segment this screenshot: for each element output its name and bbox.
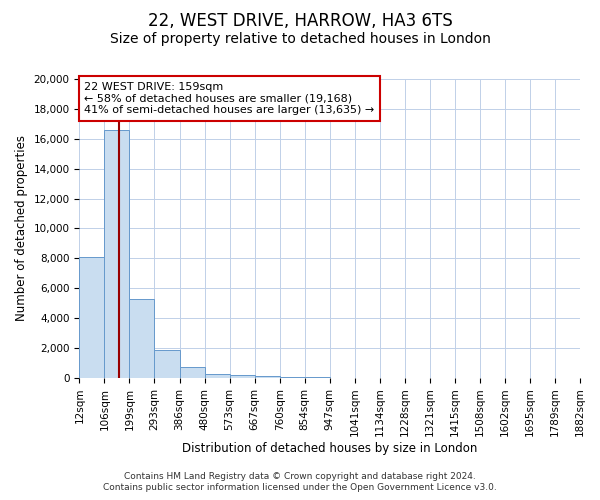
Text: Contains HM Land Registry data © Crown copyright and database right 2024.: Contains HM Land Registry data © Crown c… — [124, 472, 476, 481]
Bar — [205, 374, 230, 378]
Bar — [79, 257, 104, 378]
Text: 22, WEST DRIVE, HARROW, HA3 6TS: 22, WEST DRIVE, HARROW, HA3 6TS — [148, 12, 452, 30]
Text: Contains public sector information licensed under the Open Government Licence v3: Contains public sector information licen… — [103, 484, 497, 492]
Y-axis label: Number of detached properties: Number of detached properties — [15, 136, 28, 322]
Text: Size of property relative to detached houses in London: Size of property relative to detached ho… — [110, 32, 490, 46]
Text: 22 WEST DRIVE: 159sqm
← 58% of detached houses are smaller (19,168)
41% of semi-: 22 WEST DRIVE: 159sqm ← 58% of detached … — [85, 82, 374, 115]
Bar — [130, 298, 154, 378]
Bar — [104, 130, 130, 378]
Bar — [254, 376, 280, 378]
Bar — [230, 375, 254, 378]
Bar — [154, 350, 179, 378]
Bar — [305, 377, 330, 378]
Bar — [179, 367, 205, 378]
Bar — [280, 377, 305, 378]
X-axis label: Distribution of detached houses by size in London: Distribution of detached houses by size … — [182, 442, 478, 455]
